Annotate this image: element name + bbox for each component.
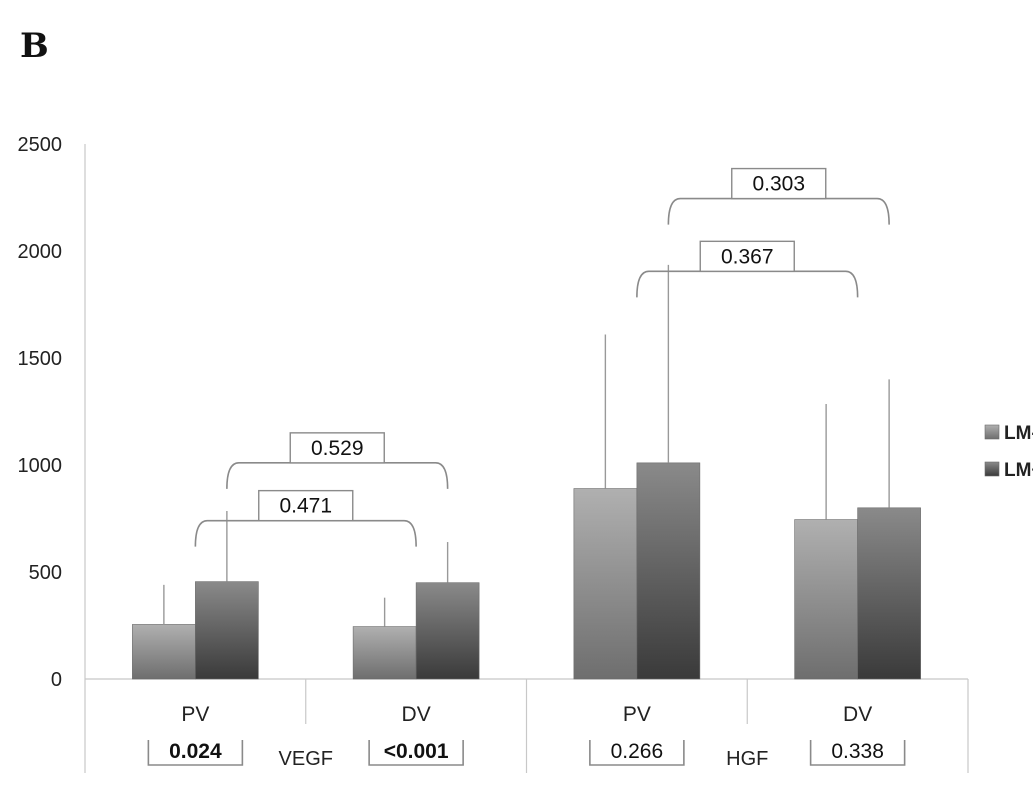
- bracket-pvalue-label: 0.303: [752, 173, 805, 196]
- y-tick-label: 500: [29, 562, 62, 584]
- bar-lm-plus: [195, 581, 259, 680]
- panel-letter: B: [20, 26, 49, 66]
- bar-lm-minus: [132, 624, 196, 680]
- bar-lm-minus: [573, 488, 638, 680]
- x-category-label: PV: [181, 703, 209, 726]
- legend: LM- LM+: [984, 423, 1033, 481]
- group-label: VEGF: [279, 748, 333, 770]
- bar-lm-plus: [636, 462, 701, 680]
- error-bar-layer: [163, 264, 890, 627]
- bottom-pvalue-label: <0.001: [384, 740, 449, 763]
- bottom-pvalue-label: 0.338: [831, 740, 884, 763]
- legend-swatch: [984, 461, 1000, 477]
- y-tick-label: 0: [51, 669, 62, 691]
- bottom-pvalue-bracket: [809, 740, 906, 766]
- pvalue-box: [289, 432, 385, 464]
- bottom-pvalue-label: 0.266: [611, 740, 664, 763]
- bar-lm-plus: [415, 582, 480, 680]
- bracket-pvalue-label: 0.471: [279, 495, 332, 518]
- significance-bracket: [226, 462, 449, 489]
- bottom-pvalue-bracket: [368, 740, 464, 766]
- bar-layer: [132, 462, 921, 680]
- bracket-pvalue-label: 0.367: [721, 245, 774, 268]
- bar-lm-minus: [794, 519, 858, 680]
- y-tick-label: 1500: [18, 348, 63, 370]
- y-tick-label: 2000: [18, 241, 63, 263]
- significance-bracket-layer: 0.471 0.529 0.367 0.303: [194, 167, 890, 547]
- x-category-label: PV: [623, 703, 651, 726]
- significance-bracket: [636, 270, 859, 298]
- bottom-pvalue-layer: 0.024 <0.001 0.266 0.338 VEGF HGF: [147, 740, 906, 770]
- pvalue-box: [699, 240, 795, 273]
- x-category-label: DV: [843, 703, 872, 726]
- x-category-label: DV: [402, 703, 431, 726]
- bar-lm-minus: [352, 626, 417, 680]
- bottom-pvalue-label: 0.024: [169, 740, 222, 763]
- y-tick-label: 1000: [18, 455, 63, 477]
- bottom-pvalue-bracket: [147, 740, 244, 766]
- significance-bracket: [667, 197, 890, 225]
- pvalue-box: [258, 489, 354, 522]
- significance-bracket: [194, 519, 417, 547]
- bottom-pvalue-bracket: [589, 740, 685, 766]
- group-label: HGF: [726, 748, 768, 770]
- pvalue-box: [731, 167, 827, 200]
- y-tick-label: 2500: [18, 134, 63, 156]
- bar-lm-plus: [857, 507, 921, 680]
- legend-label: LM-: [1004, 423, 1033, 444]
- legend-swatch: [984, 424, 1000, 440]
- bracket-pvalue-label: 0.529: [311, 437, 364, 460]
- legend-label: LM+: [1004, 460, 1033, 481]
